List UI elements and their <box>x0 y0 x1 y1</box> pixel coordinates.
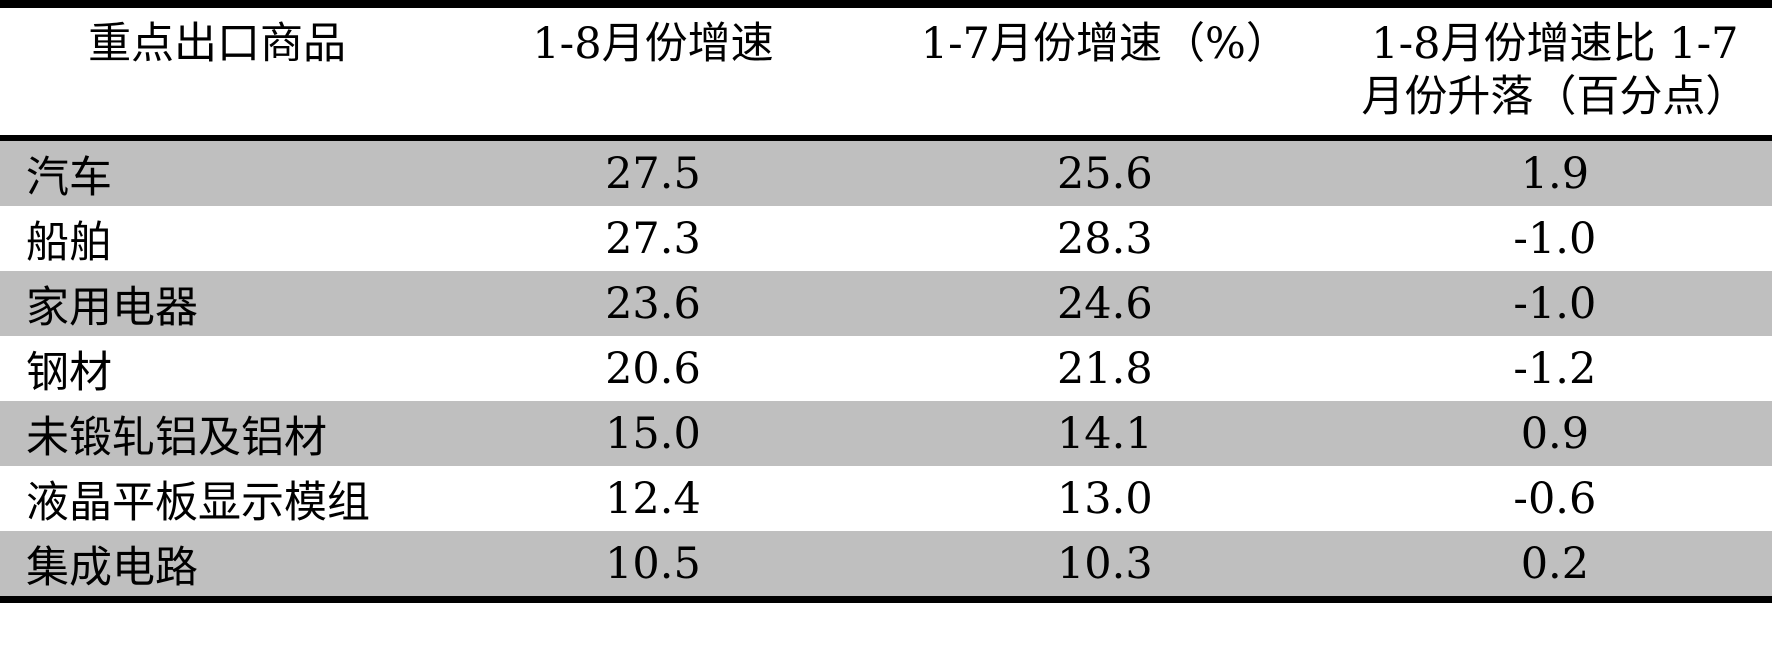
growth-1-8-cell: 27.3 <box>605 213 701 264</box>
change-cell: 1.9 <box>1520 148 1590 199</box>
growth-1-7-cell: 24.6 <box>1056 278 1153 329</box>
growth-1-8-cell: 27.5 <box>605 148 701 199</box>
change-cell: -1.0 <box>1513 278 1597 329</box>
table-row: 集成电路 10.5 10.3 0.2 <box>0 531 1772 596</box>
bottom-rule <box>0 596 1772 603</box>
top-rule <box>0 0 1772 8</box>
growth-1-8-cell: 23.6 <box>605 278 701 329</box>
header-rule <box>0 135 1772 141</box>
change-cell: -1.0 <box>1513 213 1597 264</box>
growth-1-8-cell: 20.6 <box>605 343 701 394</box>
table-header-row: 重点出口商品 1-8月份增速 1-7月份增速（%） 1-8月份增速比 1-7 月… <box>0 8 1772 135</box>
growth-1-7-cell: 25.6 <box>1056 148 1153 199</box>
growth-1-7-cell: 14.1 <box>1056 408 1153 459</box>
growth-1-8-cell: 12.4 <box>605 473 701 524</box>
header-growth-1-7: 1-7月份增速（%） <box>920 19 1289 69</box>
commodity-cell: 家用电器 <box>26 282 198 333</box>
table-row: 船舶 27.3 28.3 -1.0 <box>0 206 1772 271</box>
header-commodity: 重点出口商品 <box>88 19 347 69</box>
commodity-cell: 船舶 <box>26 217 112 268</box>
header-growth-1-8: 1-8月份增速 <box>532 19 774 69</box>
table-row: 汽车 27.5 25.6 1.9 <box>0 141 1772 206</box>
commodity-cell: 未锻轧铝及铝材 <box>26 412 327 463</box>
growth-1-7-cell: 13.0 <box>1056 473 1153 524</box>
header-change: 1-8月份增速比 1-7 月份升落（百分点） <box>1361 19 1749 122</box>
table-row: 家用电器 23.6 24.6 -1.0 <box>0 271 1772 336</box>
growth-1-8-cell: 15.0 <box>605 408 701 459</box>
commodity-cell: 集成电路 <box>26 542 198 593</box>
growth-1-7-cell: 28.3 <box>1056 213 1153 264</box>
table-row: 钢材 20.6 21.8 -1.2 <box>0 336 1772 401</box>
table-body: 汽车 27.5 25.6 1.9 船舶 27.3 28.3 -1.0 家用电器 … <box>0 141 1772 596</box>
commodity-cell: 液晶平板显示模组 <box>26 477 370 528</box>
change-cell: 0.9 <box>1520 408 1590 459</box>
change-cell: -1.2 <box>1513 343 1597 394</box>
table-row: 液晶平板显示模组 12.4 13.0 -0.6 <box>0 466 1772 531</box>
table-row: 未锻轧铝及铝材 15.0 14.1 0.9 <box>0 401 1772 466</box>
growth-1-7-cell: 10.3 <box>1056 538 1153 589</box>
change-cell: -0.6 <box>1513 473 1597 524</box>
bottom-margin <box>0 603 1772 664</box>
growth-1-7-cell: 21.8 <box>1056 343 1153 394</box>
change-cell: 0.2 <box>1520 538 1590 589</box>
commodity-cell: 钢材 <box>26 347 112 398</box>
growth-1-8-cell: 10.5 <box>605 538 701 589</box>
commodity-cell: 汽车 <box>26 152 112 203</box>
